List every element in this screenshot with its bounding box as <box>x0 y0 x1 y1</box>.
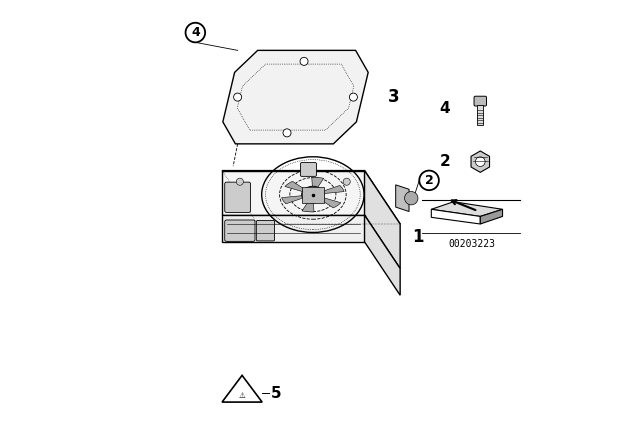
Polygon shape <box>282 196 303 204</box>
Polygon shape <box>320 198 341 208</box>
FancyBboxPatch shape <box>474 96 486 106</box>
FancyBboxPatch shape <box>300 163 316 177</box>
Circle shape <box>300 57 308 65</box>
Polygon shape <box>223 50 368 144</box>
Text: ⚠: ⚠ <box>239 391 246 400</box>
Circle shape <box>236 178 243 185</box>
Polygon shape <box>222 171 365 215</box>
Polygon shape <box>312 177 324 189</box>
Polygon shape <box>396 185 409 211</box>
Polygon shape <box>285 181 306 192</box>
Circle shape <box>234 93 242 101</box>
Text: 1: 1 <box>412 228 424 246</box>
FancyBboxPatch shape <box>301 187 324 202</box>
Polygon shape <box>365 171 400 268</box>
Text: 4: 4 <box>439 101 450 116</box>
Text: 2: 2 <box>439 154 450 169</box>
Polygon shape <box>431 202 502 216</box>
Polygon shape <box>222 171 400 224</box>
Circle shape <box>186 23 205 43</box>
FancyBboxPatch shape <box>257 220 275 241</box>
FancyBboxPatch shape <box>225 220 255 241</box>
FancyBboxPatch shape <box>225 182 250 212</box>
Circle shape <box>349 93 357 101</box>
Polygon shape <box>365 215 400 295</box>
FancyBboxPatch shape <box>477 105 483 125</box>
Text: 5: 5 <box>271 386 282 401</box>
Circle shape <box>343 178 350 185</box>
Circle shape <box>404 191 418 205</box>
Circle shape <box>283 129 291 137</box>
Ellipse shape <box>301 186 324 203</box>
Circle shape <box>476 157 485 167</box>
Text: 4: 4 <box>191 26 200 39</box>
Text: 2: 2 <box>425 174 433 187</box>
Polygon shape <box>480 209 502 224</box>
Polygon shape <box>471 151 490 172</box>
Polygon shape <box>323 185 344 194</box>
Polygon shape <box>431 209 480 224</box>
Text: 3: 3 <box>388 88 399 106</box>
Polygon shape <box>222 215 365 242</box>
Circle shape <box>419 171 439 190</box>
Text: 00203223: 00203223 <box>448 239 495 249</box>
Polygon shape <box>302 200 314 212</box>
